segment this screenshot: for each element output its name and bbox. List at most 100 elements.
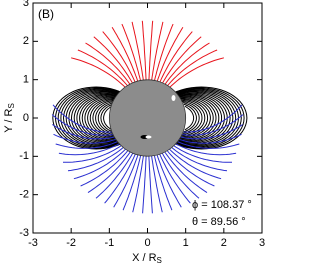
closed-field-line	[73, 93, 121, 143]
closed-field-line	[103, 105, 113, 131]
x-tick-label: 0	[144, 237, 150, 249]
annotation-theta: θ = 89.56 °	[192, 216, 246, 228]
closed-field-line	[176, 94, 223, 142]
open-field-line-north	[141, 20, 147, 80]
closed-field-line	[174, 89, 237, 147]
closed-field-line	[183, 103, 197, 133]
open-field-line-south	[156, 154, 182, 208]
closed-field-line	[52, 86, 124, 150]
x-axis-label-text: X / R	[132, 252, 157, 264]
open-field-line-south	[52, 104, 112, 133]
open-field-line-south	[113, 154, 139, 208]
open-field-line-north	[154, 23, 174, 81]
x-tick-label: -3	[28, 237, 38, 249]
y-tick-label: 1	[23, 74, 29, 86]
open-field-line-south	[181, 114, 244, 136]
open-field-line-south	[178, 133, 242, 144]
open-field-line-south	[173, 145, 232, 163]
annotation-phi: ϕ = 108.37 °	[192, 199, 252, 211]
closed-field-line	[76, 94, 120, 142]
open-field-line-north	[102, 31, 136, 83]
x-axis-label: X / RS	[132, 252, 162, 265]
open-field-line-south	[142, 156, 147, 214]
open-field-line-south	[171, 147, 228, 172]
closed-field-line	[178, 96, 217, 140]
y-tick-label: 2	[23, 35, 29, 47]
open-field-line-south	[67, 147, 124, 172]
open-field-line-south	[95, 152, 134, 199]
open-field-line-south	[80, 150, 129, 187]
closed-field-line	[92, 99, 116, 137]
open-field-line-north	[121, 23, 141, 81]
closed-field-line	[173, 88, 242, 148]
open-field-line-south	[63, 145, 122, 163]
x-tick-label: 1	[183, 237, 189, 249]
open-field-line-south	[151, 155, 163, 213]
x-tick-label: -2	[66, 237, 76, 249]
open-field-line-north	[156, 27, 184, 82]
y-axis-label-text: Y / R	[3, 108, 15, 132]
open-field-line-north	[93, 36, 133, 84]
y-tick-label: -2	[19, 189, 29, 201]
open-field-line-north	[70, 57, 126, 88]
x-tick-label: -1	[104, 237, 114, 249]
open-field-line-south	[164, 151, 208, 194]
x-axis-label-sub: S	[157, 256, 162, 265]
open-field-line-south	[148, 156, 153, 214]
closed-field-line	[184, 105, 195, 131]
closed-field-line	[178, 96, 214, 140]
y-axis-label-sub: S	[7, 103, 16, 108]
open-field-line-south	[122, 155, 142, 211]
open-field-line-north	[148, 20, 154, 80]
open-field-line-north	[167, 49, 218, 86]
open-field-line-south	[87, 151, 131, 194]
open-field-line-south	[132, 155, 144, 213]
open-field-line-south	[52, 124, 115, 140]
open-field-line-north	[77, 49, 128, 86]
closed-field-line	[57, 88, 123, 148]
closed-field-line	[180, 99, 206, 137]
closed-field-line	[65, 90, 122, 146]
open-field-line-south	[55, 141, 118, 149]
y-tick-label: -3	[19, 227, 29, 239]
active-region	[171, 95, 176, 101]
open-field-line-north	[159, 31, 193, 83]
x-tick-label: 2	[221, 237, 227, 249]
open-field-line-north	[85, 42, 131, 85]
open-field-line-south	[153, 155, 173, 211]
field-lines	[51, 20, 248, 214]
open-field-line-south	[159, 153, 191, 204]
closed-field-line	[97, 102, 115, 134]
active-region	[145, 135, 152, 139]
y-tick-label: -1	[19, 150, 29, 162]
open-field-line-south	[177, 141, 240, 149]
chart: (B) X / RS Y / RS ϕ = 108.37 ° θ = 89.56…	[3, 0, 265, 265]
x-tick-label: 3	[259, 237, 265, 249]
y-tick-label: 0	[23, 112, 29, 124]
open-field-line-south	[161, 152, 200, 199]
open-field-line-south	[166, 150, 215, 187]
panel-label: (B)	[38, 7, 54, 21]
closed-field-line	[70, 92, 121, 144]
open-field-line-north	[162, 36, 202, 84]
open-field-line-south	[183, 104, 243, 133]
open-field-line-south	[53, 133, 117, 144]
closed-field-line	[176, 93, 225, 143]
closed-field-line	[62, 89, 122, 147]
open-field-line-south	[104, 153, 136, 204]
open-field-line-south	[51, 114, 114, 136]
y-tick-label: 3	[23, 0, 29, 9]
open-field-line-north	[164, 42, 210, 85]
open-field-line-south	[73, 148, 126, 180]
closed-field-line	[81, 96, 119, 140]
open-field-line-south	[169, 148, 222, 180]
closed-field-line	[100, 103, 114, 133]
open-field-line-north	[131, 21, 144, 81]
sun-disc	[108, 79, 187, 157]
closed-field-line	[182, 102, 200, 134]
open-field-line-south	[58, 143, 120, 156]
open-field-line-south	[180, 124, 243, 140]
closed-field-line	[89, 98, 117, 138]
y-axis-label: Y / RS	[3, 103, 16, 133]
open-field-line-north	[169, 57, 225, 88]
